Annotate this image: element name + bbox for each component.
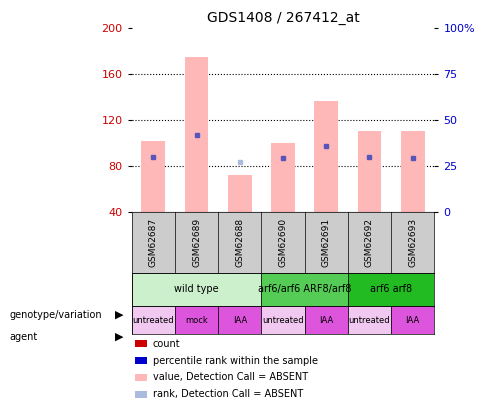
Text: GSM62692: GSM62692 (365, 217, 374, 266)
Bar (228, 175, 252, 211)
Bar (271, 143, 295, 211)
Text: ▶: ▶ (115, 310, 123, 320)
Bar (262, 306, 305, 334)
Bar (135, 357, 147, 364)
Text: untreated: untreated (133, 315, 174, 324)
Text: IAA: IAA (319, 315, 333, 324)
Bar (135, 341, 147, 347)
Text: GSM62688: GSM62688 (235, 217, 244, 267)
Text: agent: agent (10, 332, 38, 342)
Bar (132, 273, 262, 306)
Text: wild type: wild type (174, 284, 219, 294)
Bar (348, 306, 391, 334)
Text: GSM62687: GSM62687 (149, 217, 158, 267)
Text: untreated: untreated (262, 315, 304, 324)
Bar (314, 100, 338, 211)
Bar (175, 306, 218, 334)
Bar (142, 141, 165, 211)
Bar (262, 273, 348, 306)
Bar (305, 306, 348, 334)
Bar (391, 306, 434, 334)
Bar (132, 306, 175, 334)
Bar (358, 132, 382, 211)
Bar (348, 273, 434, 306)
Text: value, Detection Call = ABSENT: value, Detection Call = ABSENT (153, 373, 308, 382)
Bar (135, 374, 147, 381)
Text: IAA: IAA (406, 315, 420, 324)
Text: GSM62693: GSM62693 (408, 217, 417, 267)
Text: GSM62689: GSM62689 (192, 217, 201, 267)
Text: untreated: untreated (348, 315, 390, 324)
Bar (185, 57, 208, 211)
Text: arf6 arf8: arf6 arf8 (370, 284, 412, 294)
Title: GDS1408 / 267412_at: GDS1408 / 267412_at (206, 11, 360, 25)
Text: mock: mock (185, 315, 208, 324)
Bar (218, 306, 262, 334)
Text: genotype/variation: genotype/variation (10, 310, 102, 320)
Bar (401, 132, 425, 211)
Text: percentile rank within the sample: percentile rank within the sample (153, 356, 318, 366)
Text: arf6/arf6 ARF8/arf8: arf6/arf6 ARF8/arf8 (258, 284, 351, 294)
Bar (135, 391, 147, 398)
Text: IAA: IAA (233, 315, 247, 324)
Text: count: count (153, 339, 181, 349)
Text: GSM62691: GSM62691 (322, 217, 331, 267)
Text: GSM62690: GSM62690 (279, 217, 287, 267)
Text: rank, Detection Call = ABSENT: rank, Detection Call = ABSENT (153, 389, 303, 399)
Text: ▶: ▶ (115, 332, 123, 342)
